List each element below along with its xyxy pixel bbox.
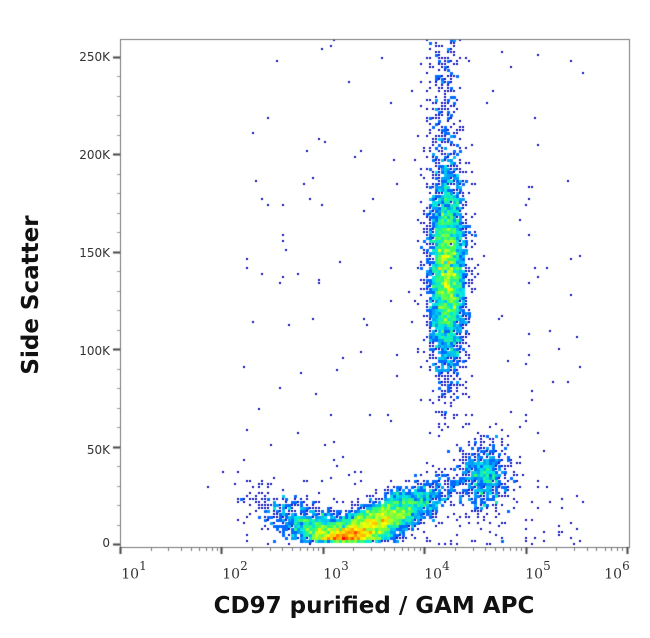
y-tick-50k: 50K — [86, 443, 110, 457]
x-tick-10e1: 101 — [121, 559, 147, 583]
x-tick-10e6: 106 — [604, 559, 630, 583]
x-tick-10e4: 104 — [424, 559, 450, 583]
x-tick-10e2: 102 — [222, 559, 248, 583]
y-axis-label: Side Scatter — [18, 215, 44, 375]
y-tick-250k: 250K — [79, 50, 110, 64]
x-tick-10e3: 103 — [323, 559, 349, 583]
x-tick-10e5: 105 — [525, 559, 551, 583]
y-tick-150k: 150K — [79, 246, 110, 260]
y-tick-200k: 200K — [79, 148, 110, 162]
y-tick-0: 0 — [102, 536, 110, 550]
x-axis-label: CD97 purified / GAM APC — [213, 593, 535, 619]
y-tick-100k: 100K — [79, 344, 110, 358]
